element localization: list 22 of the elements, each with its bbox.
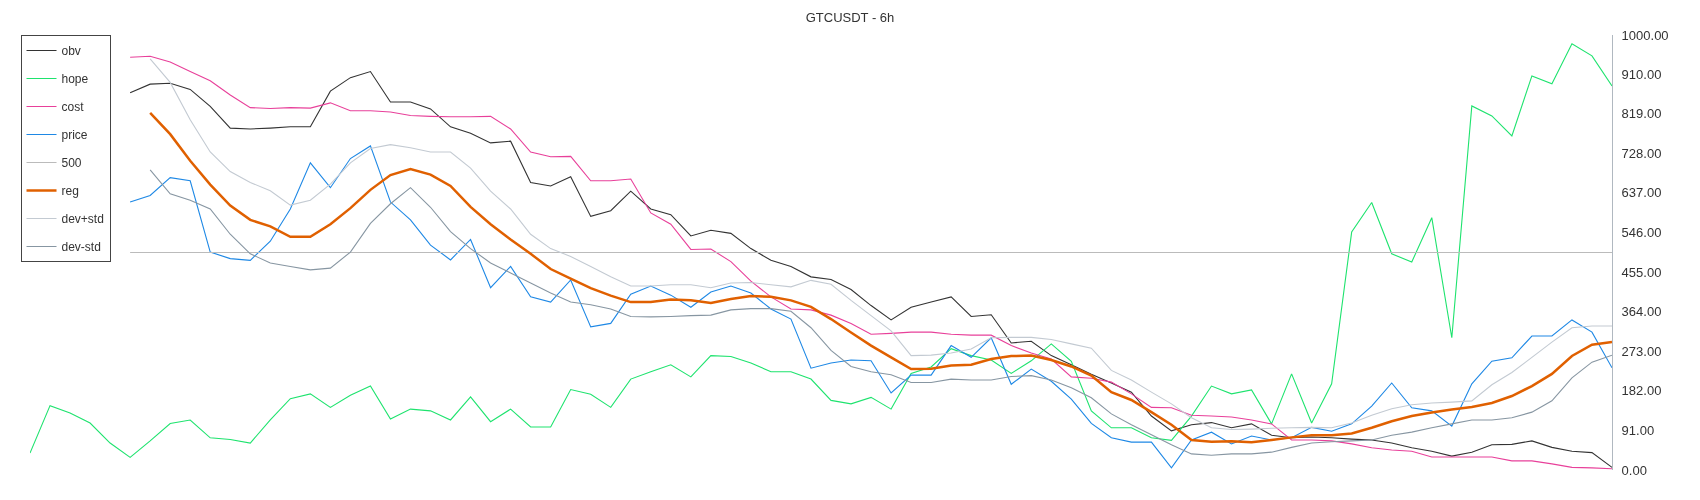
legend-label: obv bbox=[61, 44, 81, 59]
line-series bbox=[148, 111, 1612, 444]
y-tick-label: 273.00 bbox=[1621, 343, 1662, 359]
y-tick-label: 728.00 bbox=[1621, 145, 1662, 161]
y-tick-label: 637.00 bbox=[1621, 185, 1662, 201]
legend-label: price bbox=[61, 128, 88, 143]
legend-label: 500 bbox=[61, 156, 82, 171]
legend-label: dev+std bbox=[61, 212, 104, 227]
y-tick-label: 91.00 bbox=[1621, 422, 1655, 438]
y-tick-label: 819.00 bbox=[1621, 106, 1662, 122]
y-tick-label: 910.00 bbox=[1621, 66, 1662, 82]
y-tick-label: 364.00 bbox=[1621, 304, 1662, 320]
legend-label: reg bbox=[61, 184, 79, 199]
y-tick-label: 1000.00 bbox=[1621, 27, 1669, 43]
legend-label: cost bbox=[61, 100, 85, 115]
y-tick-label: 0.00 bbox=[1621, 462, 1647, 478]
y-tick-label: 546.00 bbox=[1621, 225, 1662, 241]
legend-label: dev-std bbox=[61, 240, 101, 255]
y-tick-label: 182.00 bbox=[1621, 383, 1662, 399]
y-tick-label: 455.00 bbox=[1621, 264, 1662, 280]
legend-label: hope bbox=[61, 72, 89, 87]
chart-title: GTCUSDT - 6h bbox=[805, 10, 895, 26]
